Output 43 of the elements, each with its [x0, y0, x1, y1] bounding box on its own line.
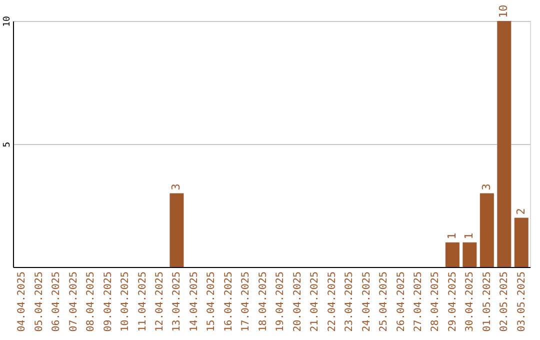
x-tick-label: 06.04.2025	[51, 272, 62, 332]
x-tick-label: 18.04.2025	[258, 272, 269, 332]
x-tick-label: 22.04.2025	[326, 272, 338, 332]
x-tick-label: 30.04.2025	[464, 272, 476, 332]
x-tick-label: 10.04.2025	[120, 272, 132, 332]
x-tick-label: 08.04.2025	[86, 272, 97, 332]
data-label: 3	[170, 184, 183, 190]
bar	[445, 242, 460, 267]
x-tick-label: 17.04.2025	[240, 272, 252, 332]
data-label: 10	[497, 4, 510, 18]
x-tick-label: 01.05.2025	[482, 272, 493, 332]
data-label: 2	[514, 208, 528, 215]
x-tick-label: 07.04.2025	[68, 272, 80, 332]
x-tick-label: 04.04.2025	[16, 272, 28, 332]
x-tick-label: 21.04.2025	[310, 272, 321, 332]
data-label: 3	[480, 184, 493, 190]
x-tick-label: 20.04.2025	[292, 272, 304, 332]
bar	[497, 21, 512, 267]
x-tick-label: 13.04.2025	[172, 272, 183, 332]
x-tick-label: 25.04.2025	[378, 272, 390, 332]
x-tick-label: 09.04.2025	[102, 272, 114, 332]
bar	[480, 193, 494, 267]
x-tick-label: 28.04.2025	[430, 272, 442, 332]
bar	[462, 242, 477, 267]
x-tick-label: 19.04.2025	[275, 272, 286, 332]
x-tick-label: 03.05.2025	[516, 272, 528, 332]
x-tick-label: 23.04.2025	[344, 272, 356, 332]
bar	[514, 218, 528, 267]
data-label: 1	[445, 232, 458, 240]
y-tick-label: 5	[2, 142, 12, 148]
x-tick-label: 11.04.2025	[137, 272, 148, 332]
data-label: 1	[462, 232, 476, 240]
x-tick-label: 02.05.2025	[499, 272, 510, 332]
x-tick-label: 12.04.2025	[154, 272, 166, 332]
x-tick-label: 16.04.2025	[223, 272, 234, 332]
x-tick-label: 15.04.2025	[206, 272, 218, 332]
x-tick-label: 24.04.2025	[361, 272, 372, 332]
x-tick-label: 14.04.2025	[188, 272, 200, 332]
x-tick-label: 29.04.2025	[447, 272, 458, 332]
x-tick-label: 05.04.2025	[34, 272, 45, 332]
x-tick-label: 27.04.2025	[412, 272, 424, 332]
bar	[170, 193, 184, 267]
x-tick-label: 26.04.2025	[396, 272, 407, 332]
